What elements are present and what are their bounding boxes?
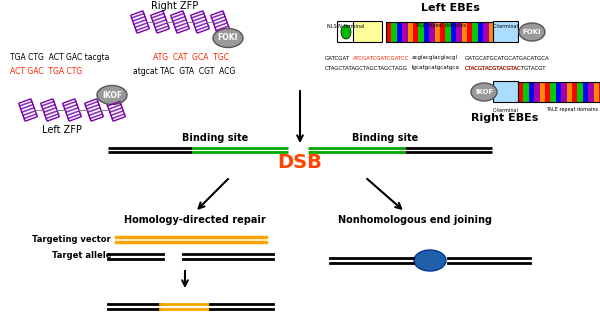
Polygon shape bbox=[19, 99, 37, 121]
Bar bbox=[402, 22, 407, 42]
Text: Nonhomologous end joining: Nonhomologous end joining bbox=[338, 215, 492, 225]
Text: Homology-directed repair: Homology-directed repair bbox=[124, 215, 266, 225]
Bar bbox=[488, 22, 494, 42]
Text: Left ZFP: Left ZFP bbox=[42, 125, 82, 135]
Text: Target allele: Target allele bbox=[52, 251, 111, 260]
Bar bbox=[456, 22, 461, 42]
Text: ACT GAC  TGA CTG: ACT GAC TGA CTG bbox=[10, 67, 82, 76]
Bar bbox=[434, 22, 440, 42]
Ellipse shape bbox=[414, 250, 446, 271]
Polygon shape bbox=[211, 11, 229, 33]
Bar bbox=[397, 22, 402, 42]
Bar bbox=[391, 22, 397, 42]
Bar bbox=[599, 82, 600, 102]
Text: Right ZFP: Right ZFP bbox=[151, 1, 199, 11]
Bar bbox=[424, 22, 429, 42]
Text: TALE repeat domains: TALE repeat domains bbox=[414, 24, 466, 29]
Bar bbox=[577, 82, 583, 102]
Bar bbox=[534, 82, 539, 102]
Bar bbox=[572, 82, 577, 102]
FancyBboxPatch shape bbox=[337, 21, 355, 42]
Bar bbox=[418, 22, 424, 42]
Text: IKOF: IKOF bbox=[102, 90, 122, 99]
Bar bbox=[467, 22, 472, 42]
Text: CTACGTACGTACGTACTGTACGT: CTACGTACGTACGTACTGTACGT bbox=[465, 65, 547, 71]
Bar bbox=[440, 22, 445, 42]
Text: Binding site: Binding site bbox=[182, 133, 248, 143]
Text: FOKI: FOKI bbox=[523, 29, 541, 35]
Bar bbox=[386, 22, 391, 42]
Text: Binding site: Binding site bbox=[352, 133, 418, 143]
Ellipse shape bbox=[97, 86, 127, 105]
Bar bbox=[445, 22, 451, 42]
Ellipse shape bbox=[341, 25, 351, 39]
Text: IKOF: IKOF bbox=[475, 89, 493, 95]
Text: C-terminal: C-terminal bbox=[493, 108, 519, 112]
Bar bbox=[518, 82, 523, 102]
Text: GATGCATGCATGCATGACATGCA: GATGCATGCATGCATGACATGCA bbox=[465, 55, 550, 61]
Text: TALE repeat domains: TALE repeat domains bbox=[546, 108, 598, 112]
Text: FOKI: FOKI bbox=[218, 33, 238, 42]
Text: C-terminal: C-terminal bbox=[493, 24, 519, 29]
Polygon shape bbox=[41, 99, 59, 121]
Ellipse shape bbox=[213, 29, 243, 48]
Bar bbox=[566, 82, 572, 102]
Ellipse shape bbox=[519, 23, 545, 41]
Text: TGA CTG  ACT GAC tacgta: TGA CTG ACT GAC tacgta bbox=[10, 53, 109, 63]
Bar bbox=[583, 82, 588, 102]
Text: atgcat TAC  GTA  CGT  ACG: atgcat TAC GTA CGT ACG bbox=[133, 67, 235, 76]
Text: acglacglacglacgl: acglacglacglacgl bbox=[412, 55, 458, 61]
Bar bbox=[593, 82, 599, 102]
Bar bbox=[461, 22, 467, 42]
Bar bbox=[545, 82, 550, 102]
Ellipse shape bbox=[471, 83, 497, 101]
FancyBboxPatch shape bbox=[493, 21, 518, 42]
Text: DSB: DSB bbox=[278, 154, 322, 172]
Text: lgcatgcatgcatgca: lgcatgcatgcatgca bbox=[412, 65, 460, 71]
Polygon shape bbox=[85, 99, 103, 121]
Bar bbox=[483, 22, 488, 42]
Bar bbox=[539, 82, 545, 102]
Polygon shape bbox=[62, 99, 82, 121]
Polygon shape bbox=[170, 11, 190, 33]
Text: Right EBEs: Right EBEs bbox=[472, 113, 539, 123]
Bar bbox=[478, 22, 483, 42]
Bar bbox=[451, 22, 456, 42]
Bar bbox=[556, 82, 561, 102]
Bar bbox=[523, 82, 529, 102]
Bar bbox=[588, 82, 593, 102]
Text: Left EBEs: Left EBEs bbox=[421, 3, 479, 13]
Bar bbox=[561, 82, 566, 102]
Text: Targeting vector: Targeting vector bbox=[32, 235, 111, 244]
Polygon shape bbox=[131, 11, 149, 33]
Text: CTACGTACGTACGTAC: CTACGTACGTACGTAC bbox=[465, 65, 522, 71]
Polygon shape bbox=[151, 11, 169, 33]
Text: CTAGCTATAGCTAGCTAGCTAGG: CTAGCTATAGCTAGCTAGCTAGG bbox=[325, 65, 408, 71]
FancyBboxPatch shape bbox=[353, 21, 383, 42]
Polygon shape bbox=[107, 99, 125, 121]
Bar bbox=[413, 22, 418, 42]
Text: GATCGAT: GATCGAT bbox=[325, 55, 350, 61]
Bar bbox=[472, 22, 478, 42]
Bar bbox=[529, 82, 534, 102]
Bar bbox=[407, 22, 413, 42]
Text: ATCGATCGATCGATCC: ATCGATCGATCGATCC bbox=[353, 55, 409, 61]
Bar bbox=[550, 82, 556, 102]
Polygon shape bbox=[191, 11, 209, 33]
FancyBboxPatch shape bbox=[493, 82, 518, 102]
Bar bbox=[429, 22, 434, 42]
Text: ATG  CAT  GCA  TGC: ATG CAT GCA TGC bbox=[153, 53, 229, 63]
Text: NLS N-terminal: NLS N-terminal bbox=[328, 24, 365, 29]
